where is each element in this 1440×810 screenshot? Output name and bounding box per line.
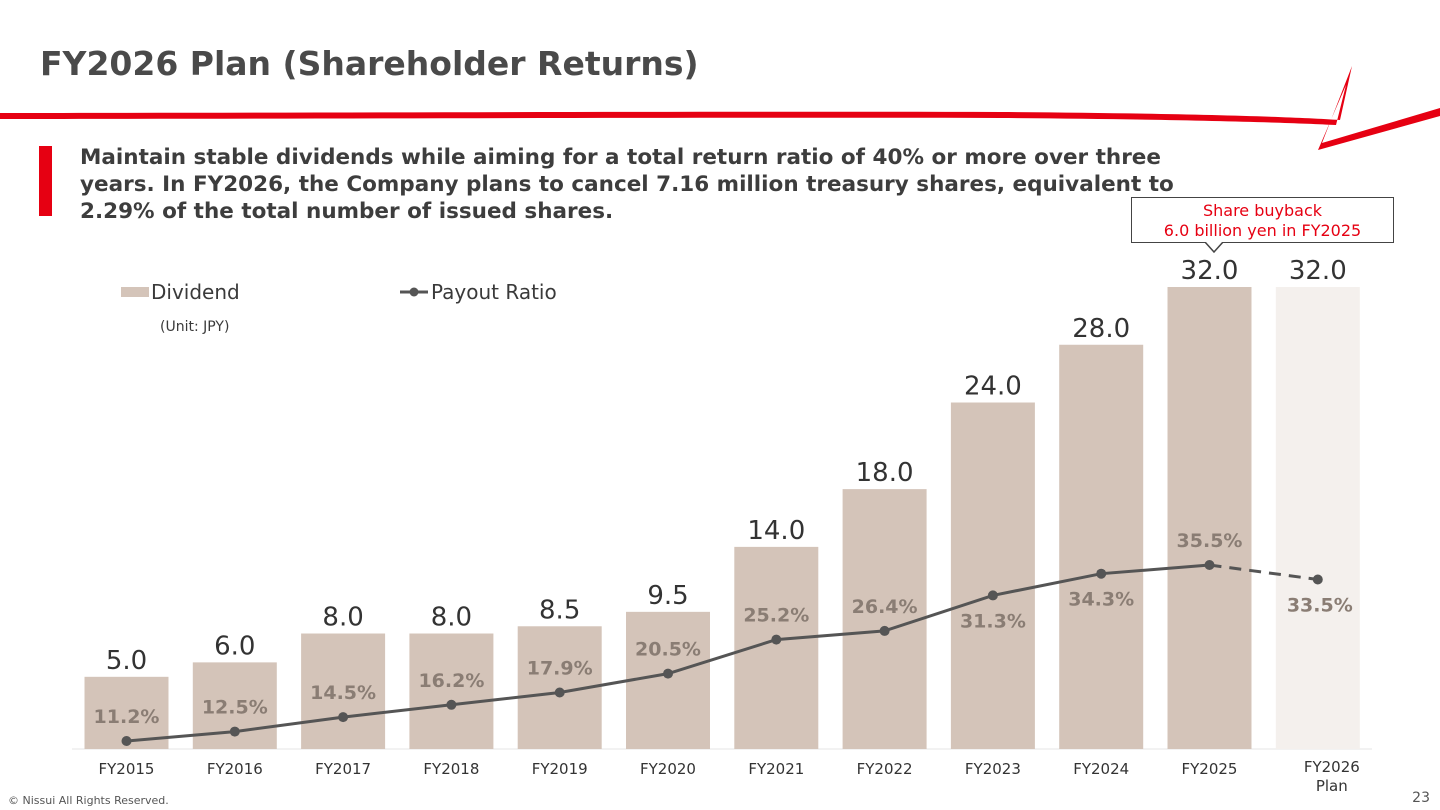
dividend-value-label: 18.0 bbox=[856, 458, 914, 488]
payout-ratio-label: 25.2% bbox=[743, 605, 809, 627]
payout-ratio-label: 31.3% bbox=[960, 610, 1026, 632]
payout-ratio-label: 17.9% bbox=[527, 657, 593, 679]
payout-ratio-marker bbox=[338, 712, 349, 723]
legend-swatch-dividend bbox=[121, 287, 149, 297]
x-tick-label: FY2020 bbox=[640, 760, 696, 778]
payout-ratio-label: 35.5% bbox=[1177, 530, 1243, 552]
callout-pointer bbox=[1204, 242, 1224, 254]
payout-ratio-marker bbox=[1312, 574, 1323, 585]
unit-note: (Unit: JPY) bbox=[160, 319, 229, 335]
payout-ratio-label: 34.3% bbox=[1068, 589, 1134, 611]
x-tick-label: FY2022 bbox=[857, 760, 913, 778]
payout-ratio-marker bbox=[879, 625, 890, 636]
payout-ratio-marker bbox=[1096, 568, 1107, 579]
payout-ratio-label: 11.2% bbox=[94, 706, 160, 728]
dividend-bar bbox=[950, 402, 1035, 749]
x-tick-label: FY2018 bbox=[423, 760, 479, 778]
lead-text: Maintain stable dividends while aiming f… bbox=[80, 145, 1174, 224]
payout-ratio-marker bbox=[771, 634, 782, 645]
x-tick-label: FY2021 bbox=[748, 760, 804, 778]
payout-ratio-label: 20.5% bbox=[635, 639, 701, 661]
dividend-bar bbox=[1167, 287, 1252, 749]
callout-line-1: Share buyback bbox=[1202, 201, 1323, 220]
dividend-value-label: 32.0 bbox=[1181, 256, 1239, 286]
dividend-value-label: 28.0 bbox=[1072, 314, 1130, 344]
dividend-bar bbox=[842, 489, 927, 749]
legend-swatch-payout-marker bbox=[409, 287, 419, 297]
payout-ratio-marker bbox=[663, 668, 673, 679]
x-tick-label: FY2017 bbox=[315, 760, 371, 778]
payout-ratio-marker bbox=[987, 590, 998, 601]
payout-ratio-marker bbox=[121, 736, 132, 746]
callout-line-2: 6.0 billion yen in FY2025 bbox=[1163, 221, 1362, 240]
dividend-bar bbox=[409, 633, 494, 749]
payout-ratio-label: 14.5% bbox=[310, 682, 376, 704]
payout-ratio-marker bbox=[446, 699, 457, 710]
x-tick-label: FY2026 Plan bbox=[1304, 758, 1360, 795]
x-tick-label: FY2019 bbox=[532, 760, 588, 778]
copyright-footer: © Nissui All Rights Reserved. bbox=[8, 794, 169, 807]
payout-ratio-label: 12.5% bbox=[202, 697, 268, 719]
payout-ratio-marker bbox=[554, 687, 565, 698]
legend-label-dividend: Dividend bbox=[151, 280, 240, 304]
page-number: 23 bbox=[1412, 790, 1430, 806]
dividend-bar bbox=[626, 611, 710, 749]
x-tick-label: FY2023 bbox=[965, 760, 1021, 778]
dividend-value-label: 9.5 bbox=[647, 581, 688, 611]
x-tick-label: FY2016 bbox=[207, 760, 263, 778]
dividend-value-label: 32.0 bbox=[1289, 256, 1347, 286]
x-tick-label: FY2024 bbox=[1073, 760, 1129, 778]
dividend-value-label: 14.0 bbox=[747, 516, 805, 546]
dividend-value-label: 5.0 bbox=[106, 646, 147, 676]
share-buyback-callout: Share buyback 6.0 billion yen in FY2025 bbox=[1131, 197, 1394, 243]
payout-ratio-label: 26.4% bbox=[852, 596, 918, 618]
dividend-value-label: 8.0 bbox=[431, 603, 472, 633]
payout-ratio-marker bbox=[1204, 560, 1215, 570]
dividend-value-label: 6.0 bbox=[214, 631, 255, 661]
payout-ratio-marker bbox=[229, 726, 240, 737]
dividend-value-label: 8.5 bbox=[539, 595, 580, 625]
accent-bar bbox=[39, 146, 52, 216]
legend-label-payout: Payout Ratio bbox=[431, 280, 557, 304]
chart-legend: Dividend Payout Ratio (Unit: JPY) bbox=[121, 280, 557, 335]
dividend-bar bbox=[1275, 287, 1360, 749]
dividend-value-label: 24.0 bbox=[964, 372, 1022, 402]
x-tick-label: FY2015 bbox=[99, 760, 155, 778]
page-title: FY2026 Plan (Shareholder Returns) bbox=[40, 44, 699, 83]
dividend-value-label: 8.0 bbox=[322, 603, 363, 633]
dividend-bar bbox=[301, 633, 386, 749]
payout-ratio-label: 33.5% bbox=[1287, 594, 1353, 616]
dividend-bar bbox=[1059, 344, 1144, 749]
x-tick-label: FY2025 bbox=[1182, 760, 1238, 778]
payout-ratio-label: 16.2% bbox=[418, 670, 484, 692]
payout-ratio-projection-line bbox=[1209, 563, 1318, 581]
